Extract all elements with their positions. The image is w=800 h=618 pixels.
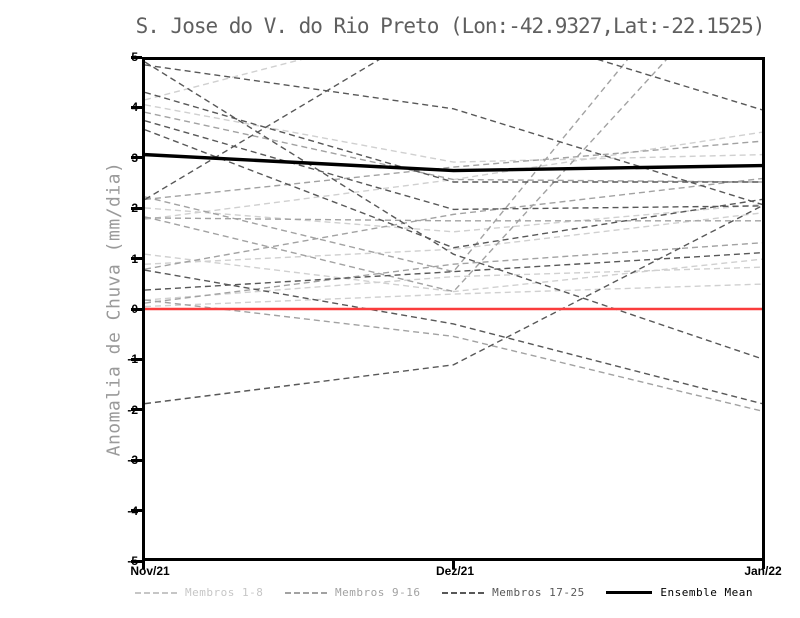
legend-line-swatch — [442, 591, 485, 594]
legend-item-membros-17-25: Membros 17-25 — [442, 586, 585, 599]
x-tick-label-nov: Nov/21 — [130, 564, 170, 578]
ensemble-member-line — [145, 217, 762, 222]
y-tick-mark — [131, 307, 142, 311]
plot-area — [142, 57, 765, 561]
ensemble-member-line — [145, 61, 762, 360]
legend-line-swatch — [135, 591, 177, 594]
y-tick-label: 2 — [131, 201, 138, 216]
x-tick-mark-dez — [452, 561, 455, 569]
ensemble-member-line — [145, 269, 762, 405]
x-tick-mark-nov — [142, 561, 145, 569]
ensemble-member-line — [145, 212, 762, 265]
y-tick-label: -5 — [127, 554, 138, 568]
ensemble-member-line — [145, 60, 667, 293]
chart-title: S. Jose do V. do Rio Preto (Lon:-42.9327… — [135, 14, 766, 38]
ensemble-member-line — [145, 60, 303, 101]
y-tick-mark — [131, 559, 142, 563]
ensemble-member-line — [145, 205, 762, 405]
y-tick-label: -4 — [127, 503, 138, 518]
y-tick-mark — [131, 509, 142, 513]
ensemble-member-line — [145, 64, 762, 206]
ensemble-member-line — [145, 111, 762, 183]
ensemble-member-line — [145, 203, 762, 233]
y-tick-label: -2 — [127, 402, 138, 417]
plot-lines-svg — [145, 60, 762, 412]
ensemble-member-line — [145, 60, 762, 201]
ensemble-member-line — [145, 299, 762, 412]
y-tick-label: 3 — [131, 150, 138, 165]
ensemble-member-line — [145, 252, 762, 291]
legend-line-swatch — [285, 591, 328, 594]
y-tick-label: 4 — [131, 100, 138, 115]
ensemble-member-line — [145, 242, 762, 304]
ensemble-member-line — [145, 104, 762, 163]
y-tick-mark — [131, 156, 142, 160]
y-tick-mark — [131, 408, 142, 412]
x-tick-label-dez: Dez/21 — [435, 564, 475, 578]
ensemble-member-line — [145, 253, 762, 293]
x-tick-label-jan: Jan/22 — [744, 564, 782, 578]
y-tick-mark — [131, 105, 142, 109]
ensemble-member-line — [145, 131, 762, 221]
legend: Membros 1-8 Membros 9-16 Membros 17-25 E… — [135, 586, 753, 599]
legend-item-ensemble-mean: Ensemble Mean — [606, 586, 753, 599]
legend-item-membros-9-16: Membros 9-16 — [285, 586, 420, 599]
ensemble-member-line — [145, 283, 762, 308]
y-tick-mark — [131, 458, 142, 462]
ensemble-member-line — [145, 266, 762, 301]
y-tick-label: -1 — [127, 352, 138, 367]
ensemble-mean-line — [145, 152, 762, 173]
y-tick-mark — [131, 206, 142, 210]
legend-label: Membros 1-8 — [185, 586, 264, 599]
y-tick-mark — [131, 257, 142, 261]
x-tick-mark-jan — [762, 561, 765, 569]
y-tick-label: -3 — [127, 453, 138, 468]
legend-line-swatch — [606, 591, 653, 594]
legend-item-membros-1-8: Membros 1-8 — [135, 586, 263, 599]
y-tick-label: 5 — [131, 50, 138, 64]
y-tick-mark — [131, 357, 142, 361]
ensemble-member-line — [145, 60, 629, 273]
ensemble-member-line — [145, 140, 762, 201]
y-tick-label: 0 — [131, 302, 138, 316]
y-tick-mark — [131, 55, 142, 59]
legend-label: Membros 9-16 — [335, 586, 421, 599]
y-tick-label: 1 — [131, 251, 138, 266]
ensemble-member-line — [145, 129, 762, 249]
ensemble-member-line — [145, 91, 762, 183]
ensemble-member-line — [145, 177, 762, 270]
legend-label: Membros 17-25 — [492, 586, 585, 599]
legend-label: Ensemble Mean — [660, 586, 753, 599]
ensemble-member-line — [145, 120, 762, 211]
